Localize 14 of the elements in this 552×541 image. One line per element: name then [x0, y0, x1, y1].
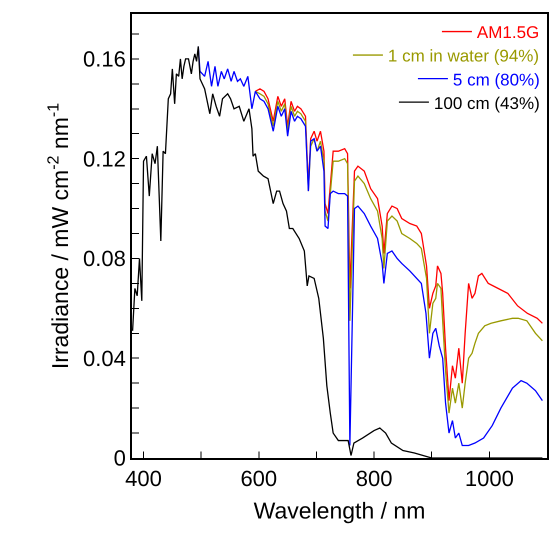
y-tick-label: 0 — [114, 446, 126, 471]
y-tick-label: 0.12 — [83, 146, 126, 172]
legend-label: AM1.5G — [476, 23, 540, 42]
y-tick-label: 0.08 — [83, 246, 126, 272]
x-tick-label: 600 — [240, 466, 278, 492]
x-axis-title: Wavelength / nm — [254, 497, 426, 524]
legend-label: 100 cm (43%) — [434, 94, 540, 113]
x-tick-label: 1000 — [464, 466, 514, 492]
legend-label: 5 cm (80%) — [452, 70, 540, 90]
y-tick-label: 0.04 — [83, 346, 126, 371]
x-tick-label: 800 — [356, 466, 392, 492]
y-tick-label: 0.16 — [83, 46, 126, 72]
x-tick-label: 400 — [125, 466, 162, 492]
legend-label: 1 cm in water (94%) — [388, 46, 540, 66]
